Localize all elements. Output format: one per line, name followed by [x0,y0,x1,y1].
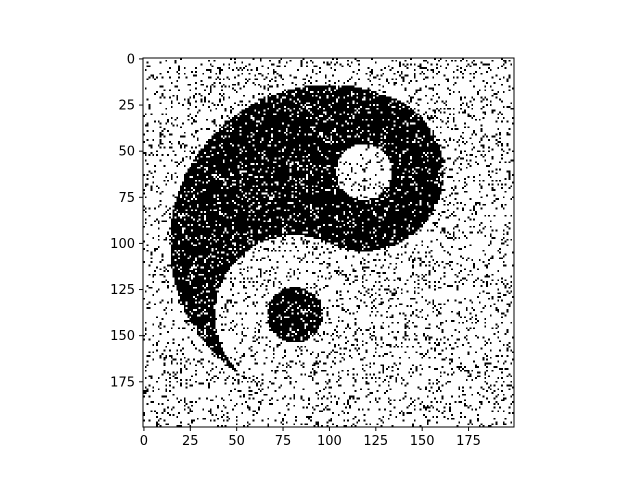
y-tick-label: 25 [118,99,135,114]
y-tick-label: 100 [110,237,135,252]
x-axis: 0 25 50 75 100 125 150 175 [140,427,481,449]
raster-image [143,58,514,427]
axes-frame [142,57,515,428]
x-tick-label: 175 [456,434,481,449]
y-tick-label: 0 [127,52,135,67]
y-tick-label: 50 [118,145,135,160]
x-tick-label: 150 [410,434,435,449]
y-tick-label: 75 [118,191,135,206]
x-tick-label: 50 [228,434,245,449]
y-tick-label: 125 [110,283,135,298]
x-tick-label: 0 [140,434,148,449]
y-tick-label: 150 [110,329,135,344]
y-axis: 0 25 50 75 100 125 150 175 [110,52,143,390]
x-tick-label: 100 [317,434,342,449]
noisy-yin-yang-image [143,58,514,427]
y-tick-label: 175 [110,375,135,390]
x-tick-label: 125 [363,434,388,449]
x-tick-label: 75 [275,434,292,449]
x-tick-label: 25 [182,434,199,449]
